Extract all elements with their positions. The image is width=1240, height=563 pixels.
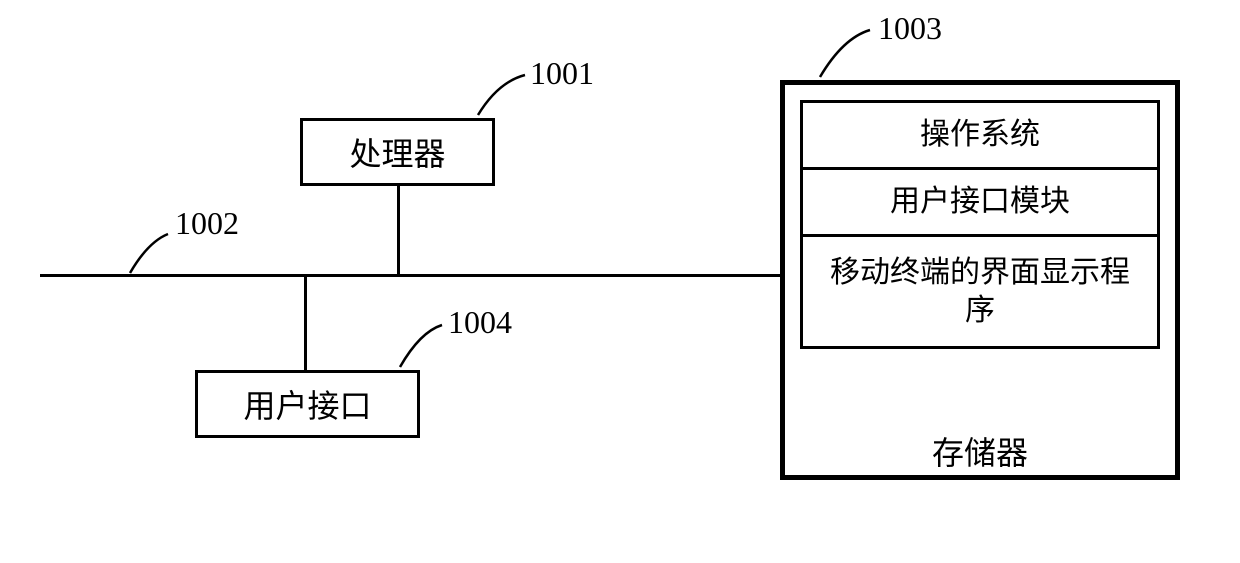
ref-memory: 1003 xyxy=(878,10,942,47)
diagram-canvas: 处理器 用户接口 操作系统 用户接口模块 移动终端的界面显示程序 存储器 100… xyxy=(0,0,1240,563)
leader-memory xyxy=(0,0,1240,563)
